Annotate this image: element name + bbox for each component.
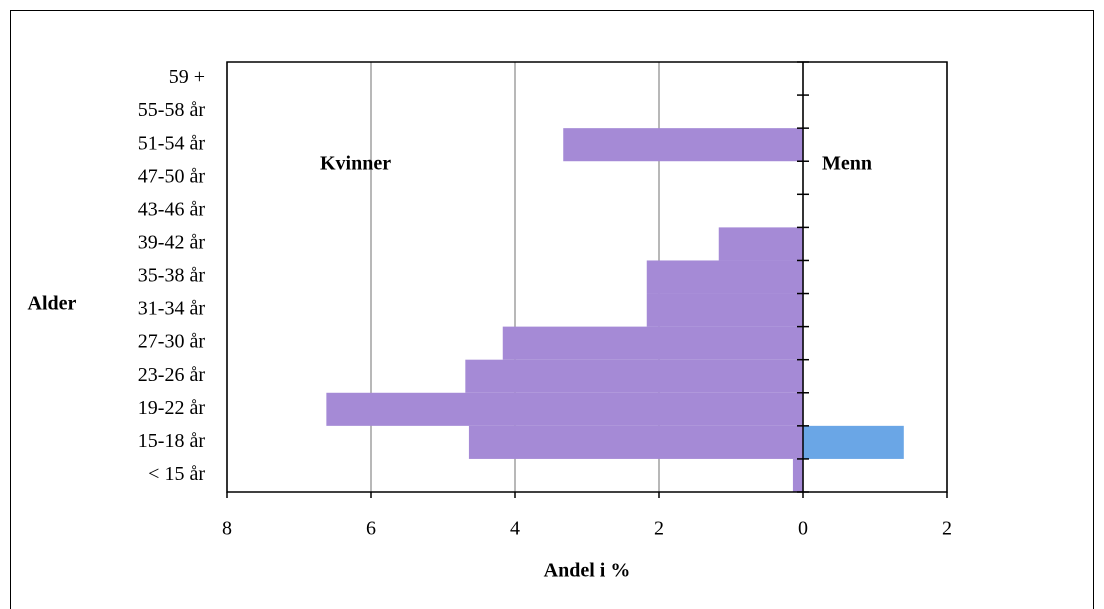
- bar: [563, 128, 803, 162]
- x-tick-label: 8: [222, 518, 232, 540]
- bar: [468, 425, 803, 459]
- y-tick-label: 59 +: [169, 66, 205, 88]
- x-tick-label: 4: [510, 518, 520, 540]
- x-tick-label: 0: [798, 518, 808, 540]
- bar: [646, 293, 803, 327]
- bar: [792, 458, 803, 492]
- y-tick-label: 27-30 år: [138, 331, 206, 353]
- bar: [803, 425, 904, 459]
- y-tick-label: 23-26 år: [138, 364, 206, 386]
- x-tick-label: 6: [366, 518, 376, 540]
- y-tick-label: 55-58 år: [138, 99, 206, 121]
- x-axis-title: Andel i %: [544, 560, 631, 582]
- y-axis-title: Alder: [28, 293, 77, 315]
- y-tick-label: 51-54 år: [138, 132, 206, 154]
- y-tick-label: 39-42 år: [138, 232, 206, 254]
- y-tick-label: 47-50 år: [138, 165, 206, 187]
- y-tick-label: 31-34 år: [138, 298, 206, 320]
- x-tick-label: 2: [942, 518, 952, 540]
- series-label: Menn: [822, 153, 872, 175]
- x-tick-label: 2: [654, 518, 664, 540]
- y-tick-label: 43-46 år: [138, 198, 206, 220]
- bar: [326, 392, 803, 426]
- bar: [646, 260, 803, 294]
- plot-border: [226, 61, 948, 493]
- y-tick-label: 19-22 år: [138, 397, 206, 419]
- frame: [10, 10, 1094, 609]
- y-tick-label: 35-38 år: [138, 265, 206, 287]
- bar: [718, 227, 803, 261]
- y-tick-label: 15-18 år: [138, 430, 206, 452]
- bar: [465, 359, 803, 393]
- series-label: Kvinner: [320, 153, 391, 175]
- bar: [502, 326, 803, 360]
- y-tick-label: < 15 år: [148, 463, 205, 485]
